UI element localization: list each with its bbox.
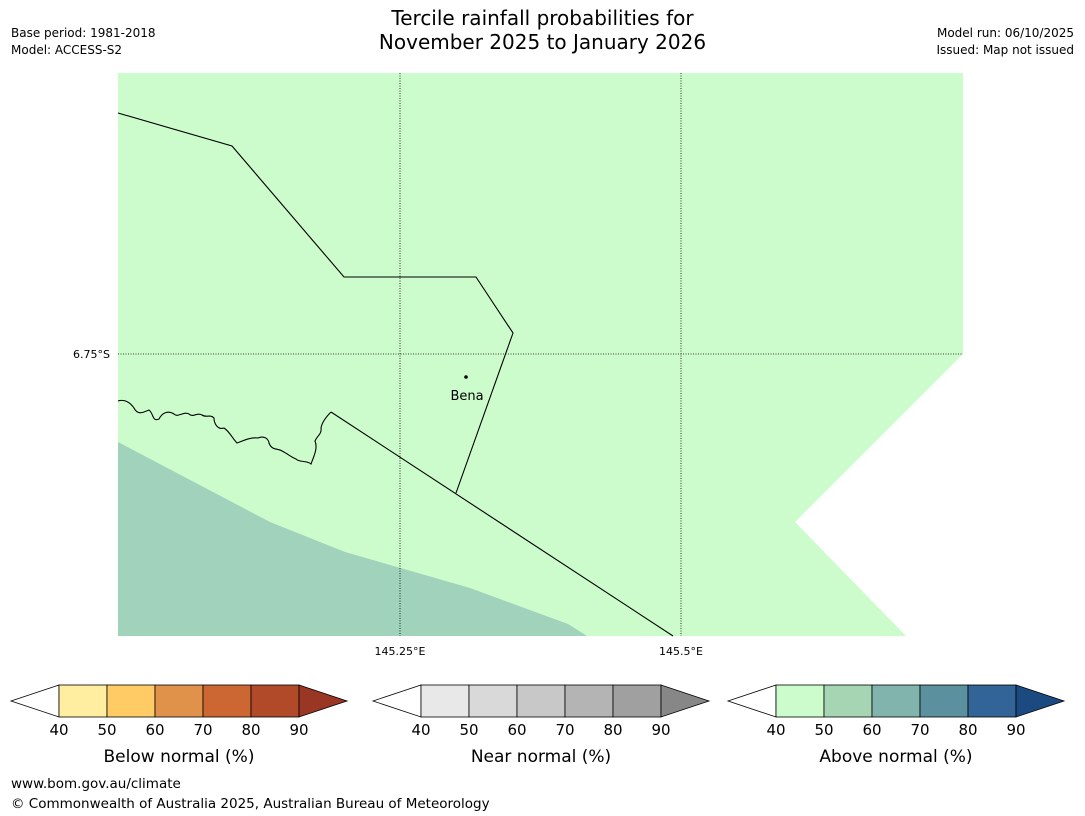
- legend-1-tick: 40: [411, 721, 430, 739]
- region-secondary: [118, 442, 587, 636]
- legend-extend-high: [660, 684, 711, 718]
- province-boundary-north: [117, 112, 514, 494]
- title-line-1: Tercile rainfall probabilities for: [391, 6, 694, 30]
- title-line-2: November 2025 to January 2026: [378, 30, 707, 54]
- legend-segment: [468, 684, 518, 718]
- legend-0-tick: 80: [241, 721, 260, 739]
- legend-segment: [871, 684, 921, 718]
- river-line: [117, 399, 332, 465]
- legend-extend-high: [298, 684, 349, 718]
- legend-segment: [250, 684, 300, 718]
- legend-segment: [420, 684, 470, 718]
- legend-2-tick: 50: [814, 721, 833, 739]
- place-label-bena: Bena: [450, 389, 483, 404]
- legend-2-ticks: 40 50 60 70 80 90: [766, 721, 1025, 739]
- legend-segment: [516, 684, 566, 718]
- legend-1-tick: 60: [507, 721, 526, 739]
- legend-0-tick: 90: [289, 721, 308, 739]
- footer: www.bom.gov.au/climate © Commonwealth of…: [11, 774, 490, 814]
- legend-1-label: Near normal (%): [471, 747, 611, 767]
- legend-0-segments: [9, 684, 349, 718]
- legend-extend-low: [371, 684, 422, 718]
- legend-2-tick: 60: [862, 721, 881, 739]
- meta-right: Model run: 06/10/2025 Issued: Map not is…: [936, 25, 1074, 59]
- legend-0-tick: 70: [193, 721, 212, 739]
- legend-segment: [154, 684, 204, 718]
- issued-text: Issued: Map not issued: [936, 43, 1074, 57]
- footer-url[interactable]: www.bom.gov.au/climate: [11, 776, 181, 792]
- map-title: Tercile rainfall probabilities for Novem…: [0, 6, 1085, 54]
- legend-extend-low: [726, 684, 777, 718]
- legend-segment: [564, 684, 614, 718]
- meta-left: Base period: 1981-2018 Model: ACCESS-S2: [11, 25, 156, 59]
- legend-segment: [919, 684, 969, 718]
- legend-2-tick: 80: [958, 721, 977, 739]
- legend-1-tick: 50: [459, 721, 478, 739]
- legend-segment: [612, 684, 662, 718]
- model-run-text: Model run: 06/10/2025: [936, 26, 1074, 40]
- legend-2-label: Above normal (%): [819, 747, 972, 767]
- legend-above-normal: 40 50 60 70 80 90 Above normal (%): [726, 684, 1066, 767]
- legend-segment: [775, 684, 825, 718]
- legend-segment: [202, 684, 252, 718]
- legend-segment: [967, 684, 1017, 718]
- legend-0-tick: 60: [145, 721, 164, 739]
- legend-0-label: Below normal (%): [104, 747, 255, 767]
- legend-0-tick: 50: [97, 721, 116, 739]
- legend-extend-low: [9, 684, 60, 718]
- legend-2-tick: 40: [766, 721, 785, 739]
- legend-1-tick: 80: [603, 721, 622, 739]
- legend-near-normal: 40 50 60 70 80 90 Near normal (%): [371, 684, 711, 767]
- legend-2-tick: 90: [1006, 721, 1025, 739]
- footer-copyright: © Commonwealth of Australia 2025, Austra…: [11, 796, 490, 812]
- legend-segment: [823, 684, 873, 718]
- model-text: Model: ACCESS-S2: [11, 43, 123, 57]
- legend-1-ticks: 40 50 60 70 80 90: [411, 721, 670, 739]
- province-boundary-south: [330, 411, 674, 637]
- legend-1-tick: 90: [651, 721, 670, 739]
- lon-label-2: 145.5°E: [659, 645, 703, 658]
- legend-1-segments: [371, 684, 711, 718]
- lat-label: 6.75°S: [73, 348, 110, 361]
- legend-segment: [106, 684, 156, 718]
- legend-2-tick: 70: [910, 721, 929, 739]
- legend-2-segments: [726, 684, 1066, 718]
- legend-segment: [58, 684, 108, 718]
- place-marker-bena[interactable]: [464, 375, 468, 379]
- legend-0-ticks: 40 50 60 70 80 90: [49, 721, 308, 739]
- map-area: 6.75°S 145.25°E 145.5°E Bena: [73, 73, 963, 658]
- base-period-text: Base period: 1981-2018: [11, 26, 156, 40]
- legend-extend-high: [1015, 684, 1066, 718]
- lon-label-1: 145.25°E: [375, 645, 426, 658]
- legend-1-tick: 70: [555, 721, 574, 739]
- legend-below-normal: 40 50 60 70 80 90 Below normal (%): [9, 684, 349, 767]
- legend-0-tick: 40: [49, 721, 68, 739]
- region-main: [118, 73, 963, 636]
